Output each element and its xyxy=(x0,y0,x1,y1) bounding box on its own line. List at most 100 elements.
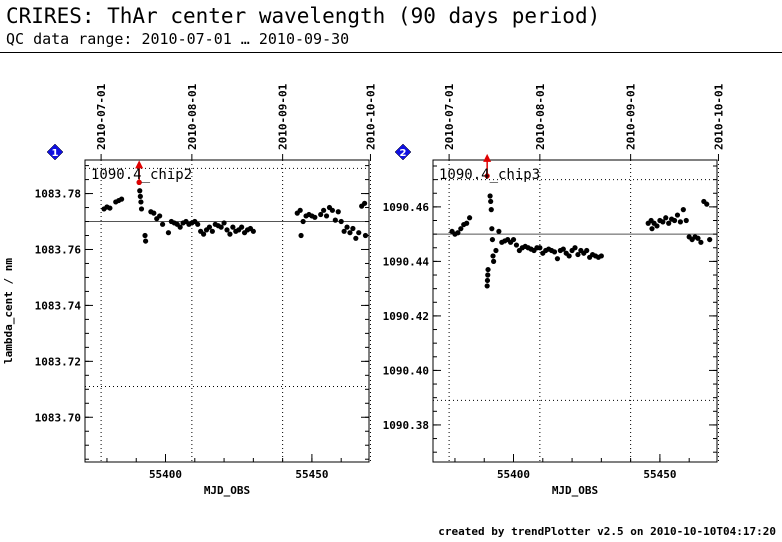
data-point xyxy=(488,198,494,205)
data-point xyxy=(677,219,684,225)
data-point xyxy=(488,207,494,213)
y-tick-label: 1090.44 xyxy=(383,255,430,268)
data-point xyxy=(487,193,493,199)
top-axis-date-label: 2010-09-01 xyxy=(277,83,290,150)
y-tick-label: 1090.38 xyxy=(383,419,429,432)
y-tick-label: 1083.70 xyxy=(35,411,81,424)
data-point xyxy=(584,247,590,254)
data-point xyxy=(165,230,172,236)
data-point xyxy=(224,227,230,233)
data-point xyxy=(206,224,213,230)
data-point xyxy=(221,220,227,226)
data-point xyxy=(218,224,224,230)
data-point xyxy=(680,207,686,213)
data-point xyxy=(551,249,558,255)
data-point xyxy=(118,196,125,202)
data-point xyxy=(297,207,303,213)
data-point xyxy=(200,231,207,237)
chart-panel-2: 2010-07-01 2010-08-01 2010-09-01 2010-10-01… xyxy=(383,83,726,497)
data-point xyxy=(321,207,327,213)
data-point xyxy=(137,193,143,199)
plot-frame xyxy=(84,159,370,463)
x-tick-label: 55450 xyxy=(643,468,676,481)
outlier-arrow-head xyxy=(135,160,144,169)
data-point xyxy=(663,215,669,221)
data-point xyxy=(298,232,304,239)
data-point xyxy=(250,228,256,234)
panel-number-badge xyxy=(46,143,64,161)
data-point xyxy=(489,236,496,243)
top-axis-date-label: 2010-10-01 xyxy=(364,83,377,150)
data-point xyxy=(560,246,566,252)
plot-frame xyxy=(432,159,718,463)
data-point xyxy=(341,228,347,234)
data-point xyxy=(300,218,306,225)
data-point xyxy=(137,188,143,194)
data-point xyxy=(491,258,497,264)
data-point xyxy=(704,201,710,207)
panel-label: 1090.4_chip3 xyxy=(439,167,540,183)
footer-credit: created by trendPlotter v2.5 on 2010-10-… xyxy=(438,525,776,538)
x-axis-label: MJD_OBS xyxy=(204,484,250,497)
data-point xyxy=(362,200,368,206)
data-point xyxy=(239,224,245,230)
data-point xyxy=(230,224,236,230)
data-point xyxy=(493,247,499,254)
panel-number-badge xyxy=(394,143,412,161)
data-point xyxy=(338,218,344,225)
data-point xyxy=(485,272,491,278)
top-axis-date-label: 2010-09-01 xyxy=(625,83,638,150)
data-point xyxy=(466,215,473,221)
data-point xyxy=(356,230,362,236)
data-point xyxy=(554,256,561,262)
x-axis-label: MJD_OBS xyxy=(552,484,598,497)
data-point xyxy=(227,231,233,237)
y-tick-label: 1090.40 xyxy=(383,364,429,377)
data-point xyxy=(496,228,502,235)
data-point xyxy=(660,219,666,225)
panel-label: 1090.4_chip2 xyxy=(91,167,192,183)
y-axis-label: lambda_cent / nm xyxy=(2,258,15,364)
panel-number-text: 2 xyxy=(400,148,407,159)
data-point xyxy=(674,212,681,218)
data-point xyxy=(484,283,490,289)
data-point xyxy=(455,230,461,236)
data-point xyxy=(671,217,678,224)
data-point xyxy=(335,209,341,215)
data-point xyxy=(484,277,491,284)
y-tick-label: 1083.72 xyxy=(35,355,81,368)
data-point xyxy=(350,225,356,232)
data-point xyxy=(649,226,655,232)
data-point xyxy=(572,245,578,251)
data-point xyxy=(513,242,520,248)
data-point xyxy=(142,232,148,239)
data-point xyxy=(654,223,660,229)
y-tick-label: 1083.78 xyxy=(35,188,81,201)
chart-panel-1: 2010-07-01 2010-08-01 2010-09-01 2010-10-01… xyxy=(2,83,377,497)
data-point xyxy=(195,221,201,227)
top-axis-date-label: 2010-08-01 xyxy=(186,83,199,150)
data-point xyxy=(353,235,359,241)
data-point xyxy=(683,217,689,224)
panel-number-text: 1 xyxy=(52,148,59,159)
y-tick-label: 1090.42 xyxy=(383,310,429,323)
outlier-arrow-head xyxy=(483,153,492,162)
data-point xyxy=(458,226,464,232)
data-point xyxy=(566,253,572,259)
data-point xyxy=(575,251,581,258)
page-title: CRIRES: ThAr center wavelength (90 days … xyxy=(6,4,601,28)
data-point xyxy=(312,214,318,220)
top-axis-date-label: 2010-08-01 xyxy=(534,83,547,150)
data-point xyxy=(344,224,350,230)
data-point xyxy=(143,238,149,244)
outlier-point xyxy=(484,173,490,179)
top-axis-date-label: 2010-07-01 xyxy=(443,83,456,150)
data-point xyxy=(332,217,338,223)
y-tick-label: 1090.46 xyxy=(383,201,430,214)
data-point xyxy=(209,228,215,234)
data-point xyxy=(698,239,704,245)
data-point xyxy=(329,207,336,213)
outlier-point xyxy=(136,179,142,185)
data-point xyxy=(157,213,163,219)
